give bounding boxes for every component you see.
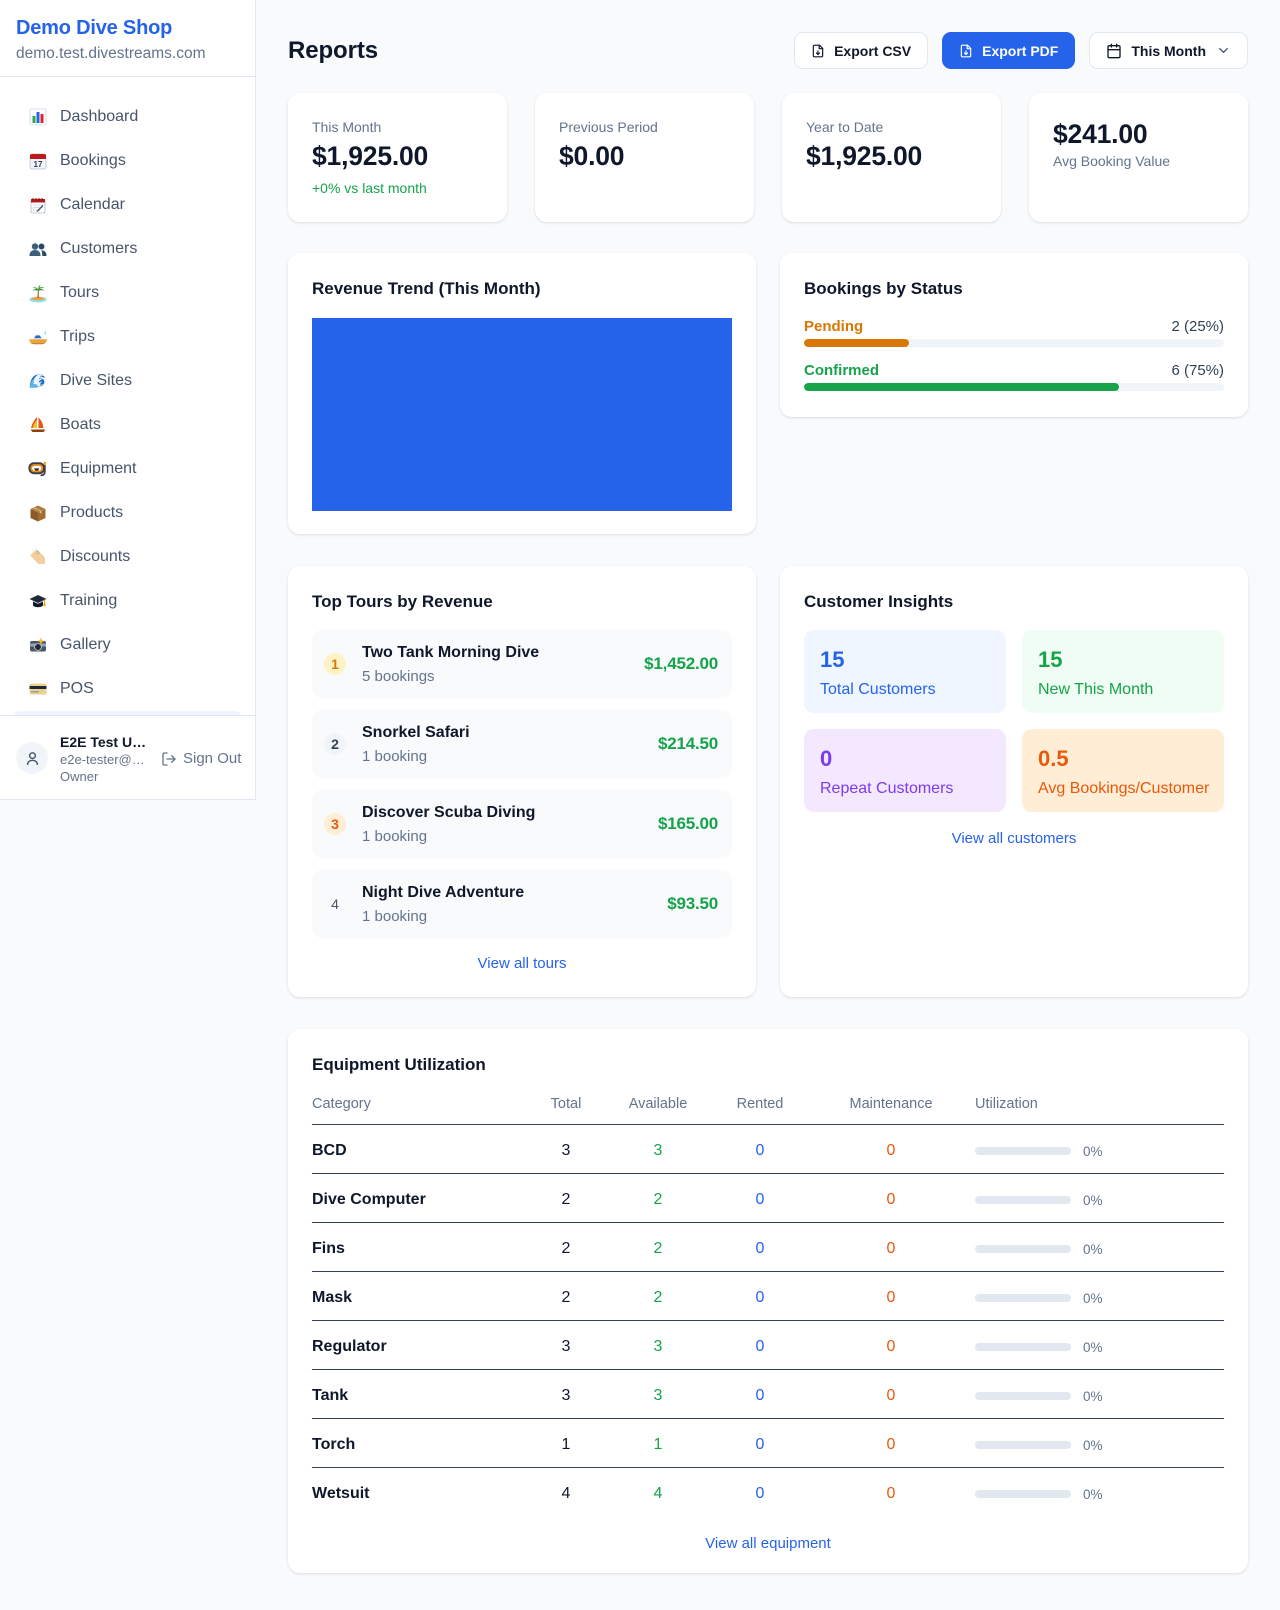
svg-text:17: 17 [34, 160, 43, 169]
